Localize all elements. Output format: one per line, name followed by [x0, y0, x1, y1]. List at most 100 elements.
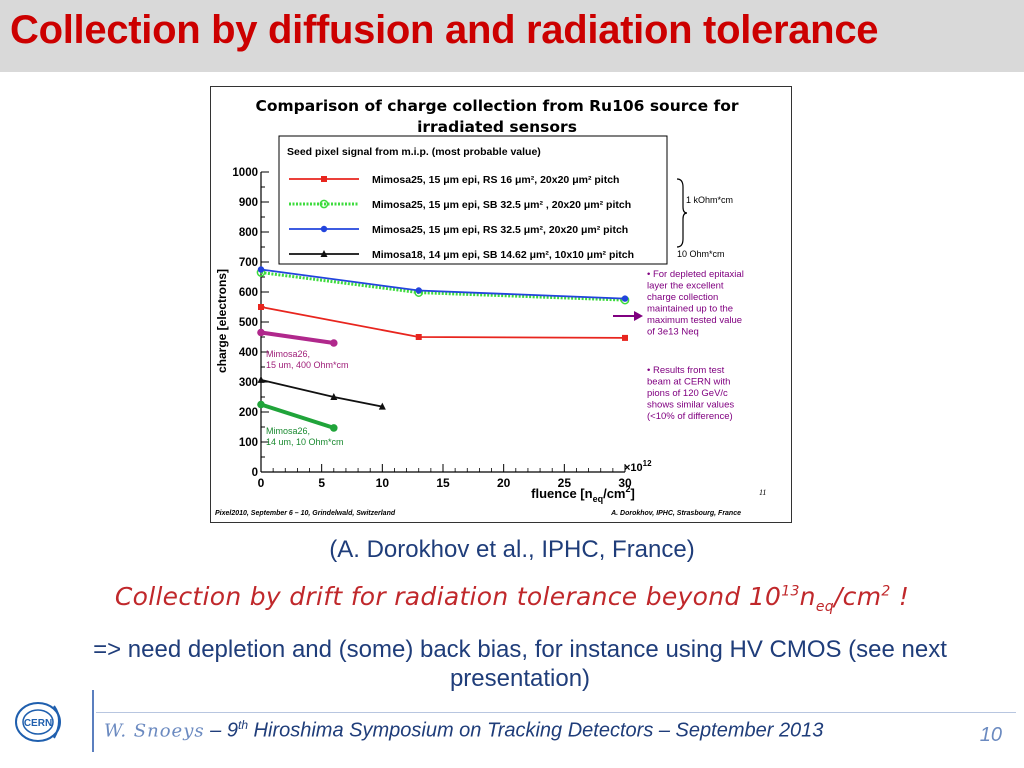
note-line: of 3e13 Neq [647, 327, 699, 338]
note-line: shows similar values [647, 400, 734, 411]
x-tick-label: 10 [376, 476, 390, 490]
drift-exponent-2: 2 [881, 583, 891, 600]
x-axis-label-tail: /cm [603, 486, 625, 501]
y-axis-label: charge [electrons] [215, 269, 229, 373]
footer-author: W. Snoeys [104, 720, 205, 742]
data-point [257, 266, 265, 273]
data-point [321, 176, 327, 182]
page-number: 10 [979, 724, 1002, 746]
data-point [320, 225, 328, 233]
note-line: pions of 120 GeV/c [647, 388, 728, 399]
footer-separator: – 9 [204, 719, 238, 742]
annotation-kohm: 1 kOhm*cm [686, 195, 733, 205]
legend-title: Seed pixel signal from m.i.p. (most prob… [287, 146, 541, 158]
figure-caption: (A. Dorokhov et al., IPHC, France) [329, 536, 695, 563]
note-line: (<10% of difference) [647, 411, 733, 422]
figure-footer-right: A. Dorokhov, IPHC, Strasbourg, France [610, 510, 741, 517]
note-line: • For depleted epitaxial [647, 269, 744, 280]
cern-logo-ring-inner [22, 709, 54, 735]
y-tick-label: 100 [239, 437, 258, 449]
legend-entry: Mimosa25, 15 μm epi, SB 32.5 μm² , 20x20… [372, 199, 631, 211]
x-multiplier-exp: 12 [643, 459, 652, 468]
title-bar: Collection by diffusion and radiation to… [0, 0, 1024, 72]
x-tick-label: 15 [436, 476, 450, 490]
brace [676, 178, 688, 248]
label-mimosa26-b-2: 14 um, 10 Ohm*cm [266, 437, 344, 447]
data-point [330, 339, 338, 347]
series-line [260, 379, 383, 408]
footer-vertical-rule [92, 690, 94, 752]
drift-end: ! [890, 582, 910, 611]
series-line [260, 306, 626, 339]
x-tick-label: 5 [318, 476, 325, 490]
chart-axes: 0 100 200 300 400 500 600 700 800 900 1000 0 5 10 15 20… [232, 167, 632, 490]
note-line: charge collection [647, 292, 718, 303]
data-point [415, 334, 422, 340]
note-line: layer the excellent [647, 281, 724, 292]
chart-figure: Comparison of charge collection from Ru1… [210, 86, 792, 523]
y-tick-label: 900 [239, 197, 258, 209]
data-point [258, 304, 264, 310]
cern-logo-text: CERN [24, 718, 52, 729]
footer-event: Hiroshima Symposium on Tracking Detector… [248, 719, 824, 742]
x-tick-label: 30 [618, 476, 632, 490]
x-tick-label: 20 [497, 476, 511, 490]
annotation-ohm: 10 Ohm*cm [677, 249, 725, 259]
drift-subscript: eq [815, 599, 834, 615]
series-line [260, 330, 335, 345]
cern-logo-ring-outer [15, 702, 61, 742]
x-axis-label: fluence [neq/cm2] [531, 484, 635, 504]
x-axis-label-main: fluence [n [531, 486, 592, 501]
figure-slide-number: 11 [759, 488, 766, 497]
chart-svg: Comparison of charge collection from Ru1… [215, 97, 766, 517]
x-axis-label-sup: 2 [625, 484, 630, 494]
slide-title: Collection by diffusion and radiation to… [10, 8, 879, 52]
x-multiplier: ×1012 [624, 459, 652, 474]
drift-text: Collection by drift for radiation tolera… [114, 582, 782, 611]
chart-plot [256, 266, 630, 432]
chart-title-line2: irradiated sensors [417, 118, 577, 136]
y-tick-label: 400 [239, 347, 258, 359]
legend-entry: Mimosa25, 15 μm epi, RS 32.5 μm², 20x20 … [372, 224, 628, 236]
note-line: • Results from test [647, 365, 725, 376]
y-tick-label: 700 [239, 257, 258, 269]
legend-entry: Mimosa25, 15 μm epi, RS 16 μm², 20x20 μm… [372, 174, 619, 186]
legend-items: Mimosa25, 15 μm epi, RS 16 μm², 20x20 μm… [289, 174, 634, 261]
legend: Seed pixel signal from m.i.p. (most prob… [278, 135, 668, 265]
y-tick-label: 0 [252, 467, 258, 479]
footer-ordinal: th [237, 718, 248, 732]
data-point [320, 250, 328, 257]
data-point [330, 393, 338, 400]
label-mimosa26-a-1: Mimosa26, [266, 349, 310, 359]
y-tick-label: 300 [239, 377, 258, 389]
data-point [330, 424, 338, 432]
figure-footer-left: Pixel2010, September 6 – 10, Grindelwald… [215, 510, 396, 517]
note-arrow-head [634, 311, 643, 321]
y-tick-label: 1000 [232, 167, 258, 179]
x-axis-label-sub: eq [593, 494, 604, 504]
note-line: maximum tested value [647, 315, 742, 326]
label-mimosa26-a-2: 15 um, 400 Ohm*cm [266, 360, 349, 370]
cern-logo: CERN [15, 702, 61, 742]
data-point [257, 400, 265, 409]
drift-n: n [799, 582, 816, 611]
footer-text: W. Snoeys – 9th Hiroshima Symposium on T… [104, 718, 823, 743]
x-multiplier-base: ×10 [624, 462, 643, 474]
data-point [257, 328, 265, 337]
y-tick-label: 500 [239, 317, 258, 329]
data-point [621, 295, 629, 302]
data-point [622, 334, 628, 341]
series-line [260, 402, 335, 430]
data-point [415, 287, 422, 294]
drift-tail: /cm [833, 582, 882, 611]
drift-statement: Collection by drift for radiation tolera… [0, 582, 1024, 615]
y-tick-label: 600 [239, 287, 258, 299]
drift-exponent: 13 [781, 583, 800, 600]
label-mimosa26-b-1: Mimosa26, [266, 426, 310, 436]
x-axis-label-end: ] [631, 486, 635, 501]
data-point [378, 402, 386, 410]
data-point [257, 375, 265, 383]
x-tick-label: 25 [558, 476, 572, 490]
